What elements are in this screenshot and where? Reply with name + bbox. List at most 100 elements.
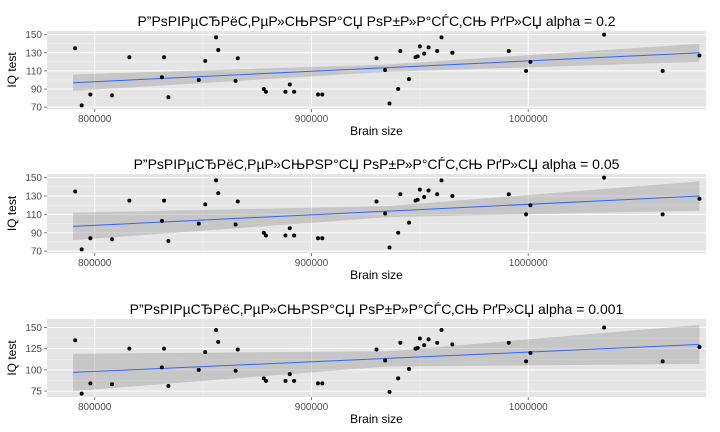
data-point (697, 196, 702, 201)
data-point (524, 68, 529, 73)
data-point (127, 198, 132, 203)
data-point (216, 191, 221, 196)
data-point (166, 383, 171, 388)
data-point (524, 212, 529, 217)
x-tick-label: 800000 (78, 258, 112, 269)
data-point (214, 35, 219, 40)
data-point (263, 233, 268, 238)
y-tick-label: 90 (31, 228, 43, 239)
data-point (79, 103, 84, 108)
data-point (88, 236, 93, 241)
y-axis-title: IQ test (5, 52, 19, 88)
data-point (396, 376, 401, 381)
data-point (398, 48, 403, 53)
regression-line (72, 343, 700, 373)
data-point (283, 233, 288, 238)
data-point (315, 381, 320, 386)
data-point (110, 237, 115, 242)
data-point (422, 194, 427, 199)
y-tick-label: 130 (25, 192, 42, 203)
y-tick-label: 100 (25, 365, 42, 376)
data-point (292, 89, 297, 94)
y-tick-label: 70 (31, 247, 43, 258)
data-point (383, 68, 388, 72)
data-point (697, 53, 702, 58)
data-point (407, 367, 412, 372)
x-axis-title: Brain size (350, 412, 403, 426)
data-point (162, 55, 167, 60)
data-point (283, 378, 288, 383)
data-point (450, 50, 455, 55)
data-point (88, 92, 93, 97)
data-point (196, 221, 201, 226)
plot-title: Р”РѕРІРµСЂРёС‚РµР»СЊРЅР°СЏ РѕР±Р»Р°СЃС‚С… (130, 301, 624, 317)
data-point (283, 89, 288, 94)
data-point (374, 56, 379, 61)
data-point (426, 45, 431, 50)
panel-1: Р”РѕРІРµСЂРёС‚РµР»СЊРЅР°СЏ РѕР±Р»Р°СЃС‚С… (5, 13, 706, 138)
data-point (292, 233, 297, 238)
y-tick-label: 130 (25, 48, 42, 59)
data-point (159, 218, 164, 223)
data-point (450, 194, 455, 199)
data-point (528, 59, 533, 64)
data-point (528, 203, 533, 208)
data-point (233, 368, 238, 373)
data-point (127, 346, 132, 351)
data-point (407, 77, 412, 82)
data-point (203, 58, 208, 63)
data-point (162, 346, 167, 351)
data-point (214, 178, 219, 183)
data-point (387, 389, 392, 394)
data-point (417, 336, 422, 341)
data-point (450, 342, 455, 347)
data-point (159, 75, 164, 80)
data-point (660, 68, 665, 73)
data-point (127, 55, 132, 60)
data-point (261, 230, 266, 235)
data-point (415, 197, 420, 202)
data-point (506, 340, 511, 345)
data-point (396, 87, 401, 92)
data-point (287, 226, 292, 231)
data-point (439, 178, 444, 183)
x-tick-label: 1000000 (509, 114, 548, 125)
data-point (216, 48, 221, 53)
data-point (235, 56, 240, 61)
data-point (203, 350, 208, 355)
data-point (88, 381, 93, 386)
data-point (524, 359, 529, 364)
data-point (398, 192, 403, 197)
data-point (315, 236, 320, 241)
data-point (415, 345, 420, 350)
data-point (417, 187, 422, 192)
y-tick-label: 150 (25, 30, 42, 41)
data-point (235, 199, 240, 204)
data-point (506, 192, 511, 197)
data-point (110, 382, 115, 387)
y-tick-label: 150 (25, 323, 42, 334)
data-point (196, 77, 201, 82)
data-point (166, 239, 171, 244)
data-point (73, 338, 78, 343)
x-axis-title: Brain size (350, 268, 403, 282)
panel-background (47, 174, 706, 253)
data-point (602, 325, 607, 330)
data-point (292, 378, 297, 383)
data-point (660, 212, 665, 217)
data-point (162, 198, 167, 203)
panel-2: Р”РѕРІРµСЂРёС‚РµР»СЊРЅР°СЏ РѕР±Р»Р°СЃС‚С… (5, 156, 706, 282)
y-tick-label: 70 (31, 103, 43, 114)
x-tick-label: 900000 (295, 114, 329, 125)
data-point (233, 222, 238, 227)
data-point (435, 340, 440, 345)
data-point (263, 378, 268, 383)
data-point (398, 340, 403, 345)
x-tick-label: 1000000 (509, 402, 548, 413)
data-point (320, 381, 325, 386)
data-point (422, 51, 427, 56)
y-tick-label: 125 (25, 344, 42, 355)
data-point (233, 78, 238, 83)
data-point (383, 211, 388, 216)
